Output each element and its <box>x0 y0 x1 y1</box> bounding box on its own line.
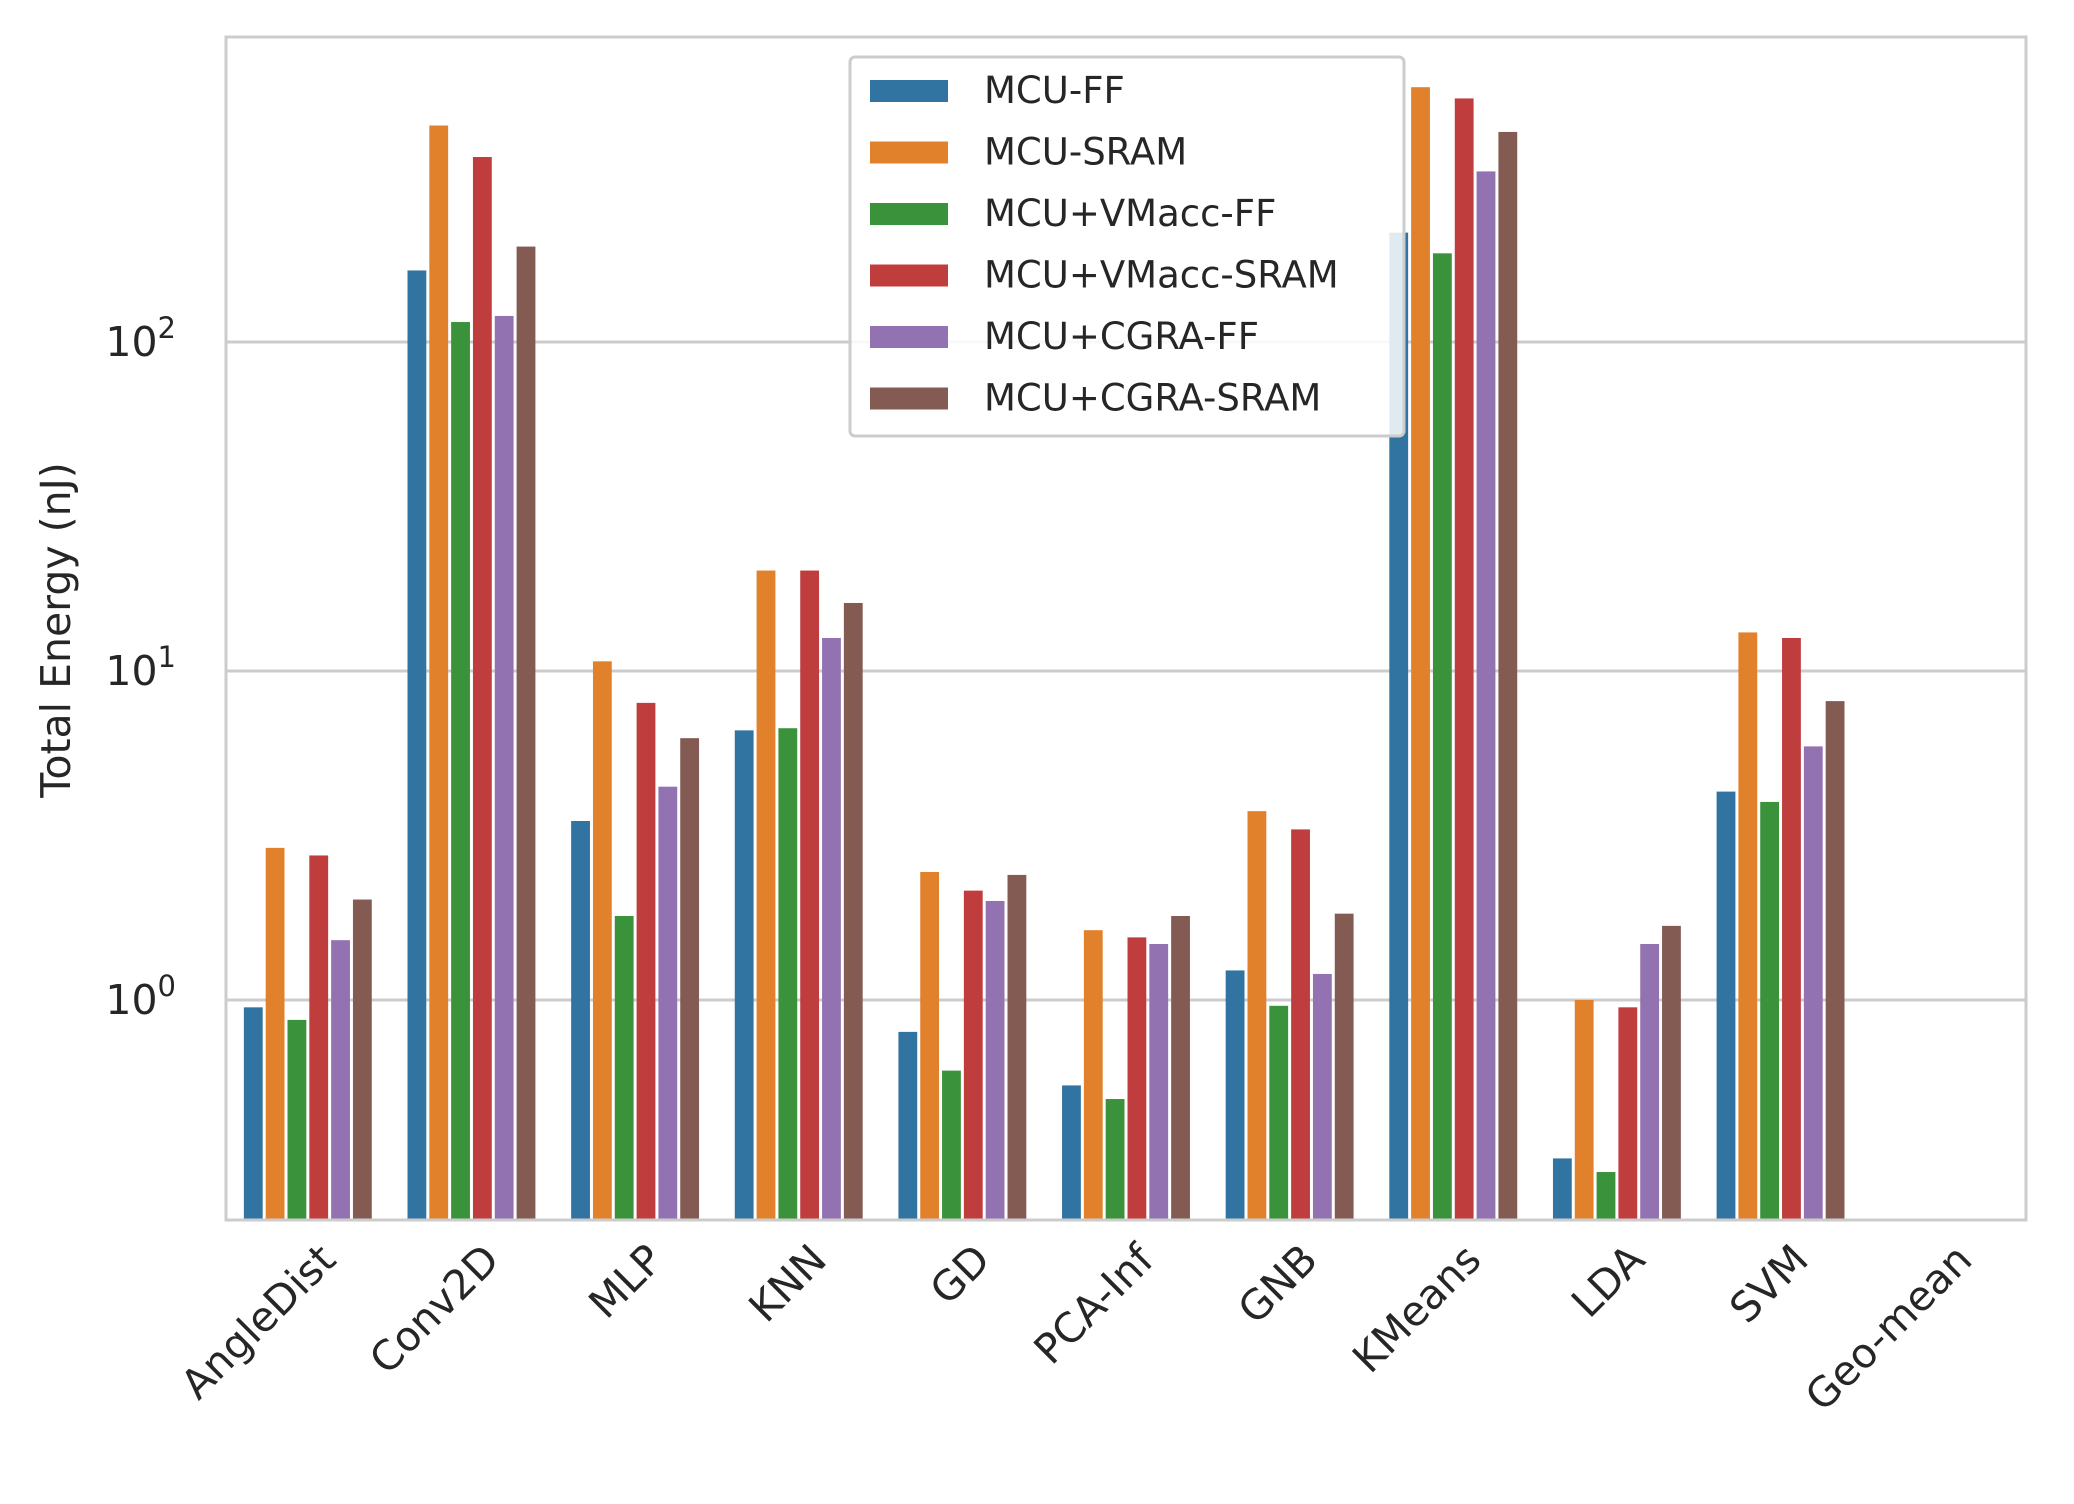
bar <box>1662 925 1681 1220</box>
bar <box>822 637 841 1220</box>
legend-swatch <box>870 80 948 102</box>
bar <box>985 900 1005 1220</box>
bar <box>1552 1158 1572 1220</box>
bar <box>1498 131 1518 1221</box>
bar <box>309 855 329 1220</box>
y-tick-exponent: 2 <box>158 311 176 345</box>
y-tick-exponent: 1 <box>158 640 176 674</box>
bar <box>472 157 492 1221</box>
legend-box <box>848 55 1406 438</box>
bar <box>1312 973 1332 1220</box>
bar <box>1640 943 1660 1220</box>
legend-swatch <box>870 264 948 287</box>
bar <box>1596 1172 1616 1220</box>
legend-swatch <box>870 203 948 225</box>
bar <box>1760 801 1780 1220</box>
bar <box>429 125 449 1220</box>
bar <box>1411 87 1430 1220</box>
bar <box>331 940 350 1220</box>
bar <box>1105 1099 1125 1220</box>
bar <box>1825 701 1845 1220</box>
plot-frame <box>224 35 2028 1222</box>
bar <box>1247 811 1267 1220</box>
bar <box>1782 637 1801 1220</box>
y-tick-base: 10 <box>105 318 157 366</box>
bar <box>1149 943 1169 1220</box>
bar <box>287 1019 307 1220</box>
legend-swatch <box>870 141 948 164</box>
legend-label: MCU+CGRA-SRAM <box>984 377 1321 420</box>
bar <box>843 602 863 1220</box>
bar <box>592 661 612 1220</box>
bar <box>1171 916 1190 1220</box>
bar <box>1225 970 1245 1220</box>
bar <box>1007 874 1027 1220</box>
bar <box>1389 232 1409 1220</box>
bar <box>1127 937 1147 1220</box>
bar <box>1291 829 1310 1220</box>
y-tick-base: 10 <box>105 647 157 695</box>
bar <box>352 899 372 1220</box>
bar <box>1803 746 1823 1220</box>
y-tick-label: 100 <box>105 969 176 1024</box>
bar <box>800 570 820 1220</box>
bar <box>920 871 940 1220</box>
bar <box>494 315 514 1221</box>
bars <box>243 87 1845 1221</box>
y-tick-base: 10 <box>105 976 157 1024</box>
bar <box>898 1031 918 1220</box>
bar <box>243 1007 263 1220</box>
y-tick-label: 101 <box>105 640 176 695</box>
legend-label: MCU+VMacc-SRAM <box>984 254 1339 297</box>
bar <box>1574 1000 1594 1220</box>
legend-label: MCU-FF <box>984 69 1125 112</box>
bar <box>407 270 427 1221</box>
bar <box>516 246 536 1220</box>
legend-label: MCU+VMacc-FF <box>984 192 1276 235</box>
legend-label: MCU-SRAM <box>984 131 1187 174</box>
bar <box>680 738 700 1220</box>
y-tick-exponent: 0 <box>158 969 176 1003</box>
bar <box>571 821 590 1220</box>
bar <box>1716 791 1736 1220</box>
legend: MCU-FF MCU-SRAM MCU+VMacc-FF MCU+VMacc-SRAM… <box>848 55 1406 438</box>
legend-label: MCU+CGRA-FF <box>984 315 1259 358</box>
legend-swatch <box>870 387 948 410</box>
bar <box>942 1070 961 1220</box>
y-axis-label: Total Energy (nJ) <box>32 462 80 798</box>
bar <box>614 916 634 1220</box>
bar <box>963 890 983 1220</box>
bar <box>265 847 285 1220</box>
bar <box>734 730 754 1220</box>
bar <box>451 322 470 1220</box>
bar <box>1738 632 1758 1220</box>
legend-swatch <box>870 326 948 348</box>
bar <box>1062 1085 1081 1220</box>
y-tick-label: 102 <box>105 311 176 366</box>
bar <box>1432 253 1452 1220</box>
bar <box>1618 1007 1638 1220</box>
bar <box>636 702 656 1220</box>
bar <box>1269 1005 1289 1220</box>
bar <box>1083 930 1103 1220</box>
bar <box>1454 98 1474 1221</box>
bar <box>658 786 678 1220</box>
bar <box>778 728 798 1220</box>
bar <box>756 570 776 1220</box>
bar <box>1334 913 1354 1220</box>
bar <box>1476 171 1496 1220</box>
